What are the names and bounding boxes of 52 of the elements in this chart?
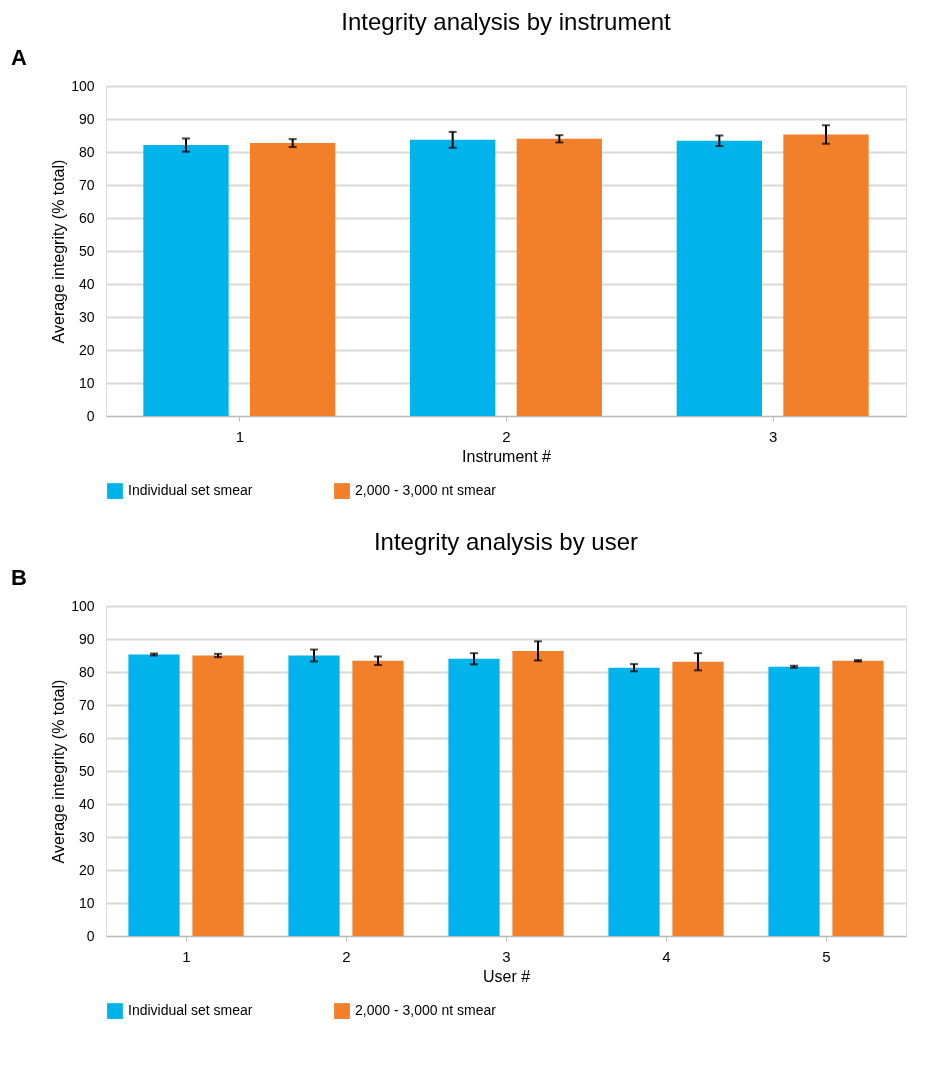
y-tick-label: 80 xyxy=(78,663,95,680)
y-tick-label: 60 xyxy=(78,729,95,746)
y-tick-label: 50 xyxy=(78,762,95,779)
x-axis-title: Instrument # xyxy=(462,447,552,465)
bar xyxy=(128,654,180,936)
bar xyxy=(192,655,244,936)
text: B xyxy=(11,565,27,590)
chart-title: Integrity analysis by instrument xyxy=(341,8,672,35)
bar xyxy=(288,655,340,936)
x-tick-label: 1 xyxy=(182,947,191,965)
x-tick-label: 2 xyxy=(502,427,511,445)
y-tick-label: 20 xyxy=(78,341,95,358)
y-tick-label: 20 xyxy=(78,861,95,878)
y-tick-label: 10 xyxy=(78,374,95,391)
y-tick-label: 30 xyxy=(78,828,95,845)
legend-label: Individual set smear xyxy=(128,1002,253,1019)
y-axis-title: Average integrity (% total) xyxy=(50,159,68,344)
bar xyxy=(832,660,884,936)
bar xyxy=(512,650,564,936)
y-tick-label: 100 xyxy=(71,77,95,94)
x-axis-title: User # xyxy=(482,967,531,985)
x-tick-label: 3 xyxy=(768,427,778,445)
legend-label: 2,000 - 3,000 nt smear xyxy=(355,1002,497,1019)
x-tick-label: 1 xyxy=(235,427,245,445)
y-tick-label: 0 xyxy=(86,407,95,424)
y-tick-label: 70 xyxy=(78,176,95,193)
x-tick-label: 4 xyxy=(662,947,671,965)
y-tick-label: 40 xyxy=(78,275,95,292)
y-tick-label: 100 xyxy=(71,597,95,614)
y-tick-label: 50 xyxy=(78,242,95,259)
y-tick-label: 40 xyxy=(78,795,95,812)
y-tick-label: 90 xyxy=(78,110,95,127)
x-tick-label: 2 xyxy=(342,947,351,965)
chart-title: Integrity analysis by user xyxy=(373,528,639,555)
y-axis-title: Average integrity (% total) xyxy=(50,679,68,864)
y-tick-label: 10 xyxy=(78,894,95,911)
y-tick-label: 90 xyxy=(78,630,95,647)
legend-label: 2,000 - 3,000 nt smear xyxy=(355,482,497,499)
bar xyxy=(352,660,404,936)
y-tick-label: 0 xyxy=(86,927,95,944)
y-tick-label: 70 xyxy=(78,696,95,713)
x-tick-label: 5 xyxy=(822,947,831,965)
legend-label: Individual set smear xyxy=(128,482,253,499)
y-tick-label: 30 xyxy=(78,308,95,325)
x-tick-label: 3 xyxy=(502,947,511,965)
text: A xyxy=(11,45,27,70)
bar xyxy=(608,667,660,936)
y-tick-label: 80 xyxy=(78,143,95,160)
bar xyxy=(672,661,724,936)
bar xyxy=(448,658,500,936)
bar xyxy=(768,666,820,936)
y-tick-label: 60 xyxy=(78,209,95,226)
